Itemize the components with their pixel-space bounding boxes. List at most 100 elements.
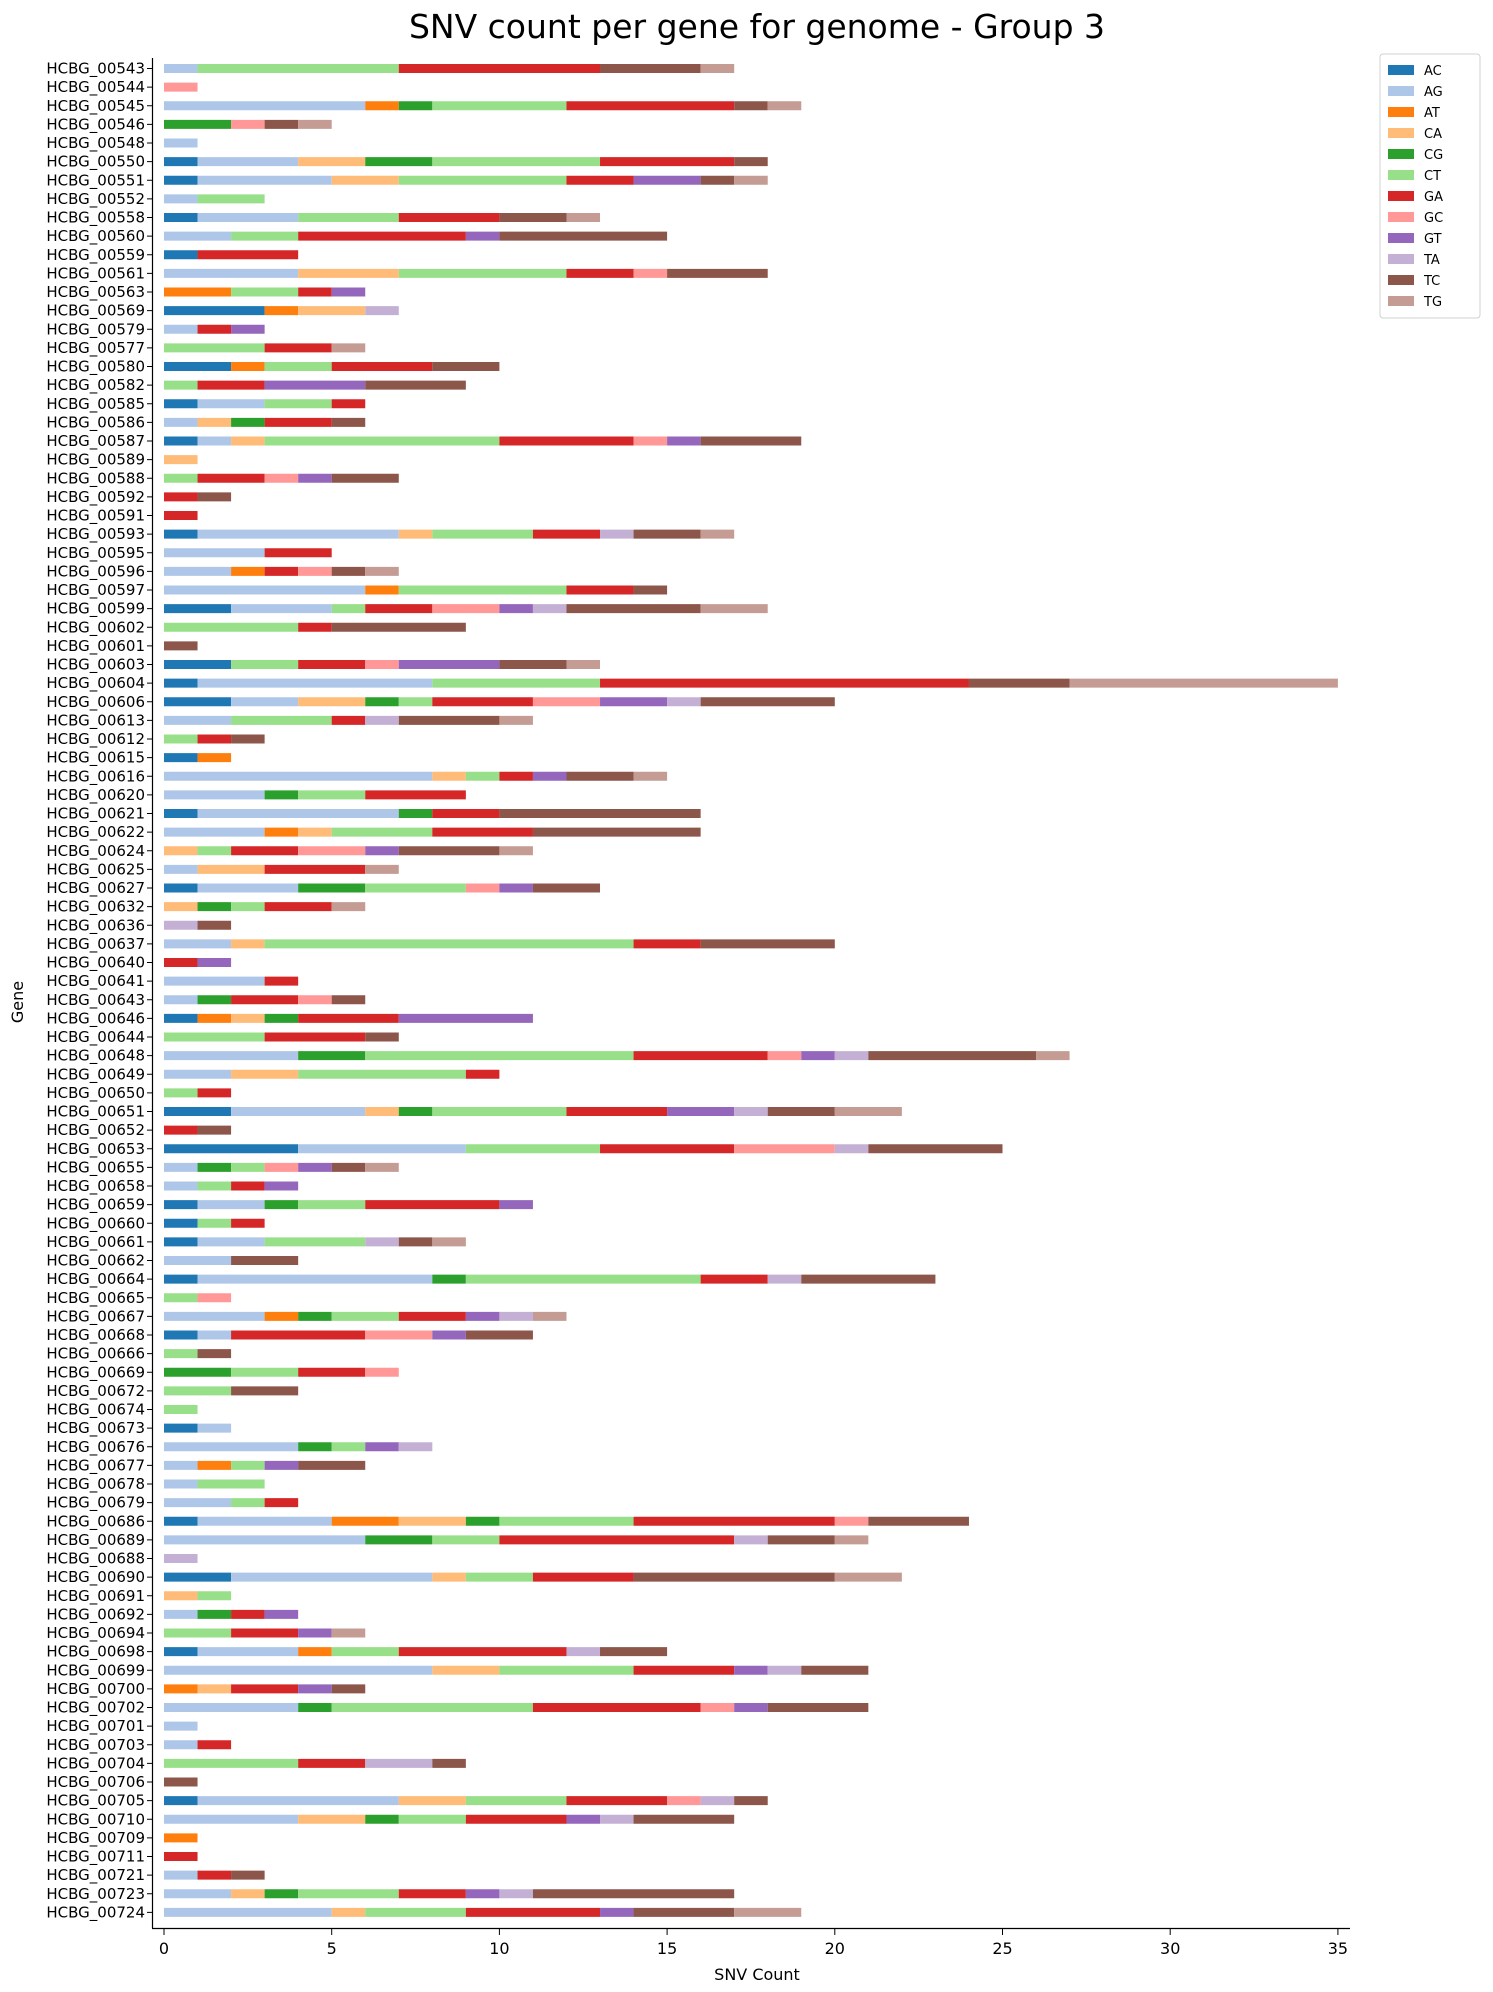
bar-segment-GT [298,1162,332,1172]
bar-segment-GA [298,1013,399,1023]
bar-segment-TG [365,864,399,874]
gene-tick-labels: HCBG_00543HCBG_00544HCBG_00545HCBG_00546… [46,60,152,1922]
gene-label: HCBG_00659 [46,1196,145,1215]
bar-segment-AC [164,604,232,614]
bar-segment-GC [264,1162,299,1172]
gene-label: HCBG_00678 [46,1475,145,1494]
bar-segment-GA [465,1069,500,1079]
bar-segment-AG [164,1814,299,1824]
legend-swatch-TG [1388,296,1414,306]
bar-segment-GT [667,1107,735,1116]
gene-label: HCBG_00637 [46,935,145,954]
bar-segment-TC [868,1144,1003,1154]
gene-label: HCBG_00673 [46,1419,145,1438]
bar-segment-GA [231,1218,265,1228]
bar-segment-TA [600,1814,634,1824]
bar-segment-GA [365,790,466,800]
bar-segment-AG [197,809,399,818]
bar-segment-GA [164,492,198,502]
bar-segment-CT [164,1088,198,1098]
bar-segment-GA [264,1498,299,1508]
bar-segment-GC [298,995,332,1005]
bar-segment-CT [432,101,567,111]
bar-segment-AC [164,1516,198,1526]
bar-segment-TC [264,119,299,129]
gene-label: HCBG_00593 [46,525,145,544]
bar-segment-AG [231,1572,433,1582]
bar-segment-AC [164,1144,299,1154]
bar-segment-GA [231,1684,299,1694]
bar-segment-GT [298,1684,332,1694]
legend-label-GA: GA [1424,190,1443,205]
bar-segment-GT [264,1460,299,1470]
x-tick-label: 15 [657,1939,677,1958]
bar-segment-GA [264,864,366,874]
bar-segment-CT [264,436,500,446]
x-tick-label: 20 [825,1939,845,1958]
legend-label-TG: TG [1423,295,1442,310]
bar-segment-CT [164,1628,232,1638]
legend-label-TA: TA [1423,253,1440,268]
bar-segment-TC [700,436,802,446]
bar-segment-AG [164,995,198,1005]
bar-segment-TG [767,101,802,111]
bar-segment-GA [197,734,232,744]
bar-segment-AG [197,399,265,409]
bar-segment-TC [365,1032,399,1042]
bar-segment-CT [231,1460,265,1470]
bar-segment-GC [432,604,500,614]
gene-label: HCBG_00546 [46,115,145,134]
bar-segment-AG [197,1237,265,1247]
bar-segment-AG [197,1796,399,1806]
bar-segment-TG [734,1907,802,1917]
bar-segment-GA [566,175,634,185]
bar-segment-TG [298,119,332,129]
bar-segment-AT [164,1684,198,1694]
bar-segment-GT [600,697,668,707]
gene-label: HCBG_00724 [46,1903,145,1922]
bar-segment-CT [197,194,265,204]
bar-segment-AT [298,1647,332,1657]
bar-segment-GC [633,436,668,446]
bar-segment-AG [164,1442,299,1452]
bar-segment-AG [231,604,332,614]
bar-segment-GA [231,846,299,856]
bar-segment-CT [398,585,567,595]
bar-segment-AG [164,939,232,949]
gene-label: HCBG_00655 [46,1158,145,1177]
bar-segment-TC [398,1237,433,1247]
bar-segment-AC [164,157,198,167]
gene-label: HCBG_00691 [46,1587,145,1606]
bar-segment-CT [164,622,299,632]
bar-segment-GA [499,1535,735,1545]
gene-label: HCBG_00703 [46,1736,145,1755]
gene-label: HCBG_00597 [46,581,145,600]
bar-segment-TC [734,101,768,111]
bar-segment-GC [365,1330,433,1340]
bar-segment-CG [197,995,232,1005]
gene-label: HCBG_00586 [46,413,145,432]
bar-segment-AG [164,1889,232,1899]
bar-segment-CT [164,1405,198,1414]
bar-segment-CG [365,1814,399,1824]
bar-segment-TC [499,809,701,818]
bar-segment-GA [331,715,366,725]
bar-segment-TG [331,1628,366,1638]
bar-segment-GC [834,1516,869,1526]
bar-segment-GA [365,1200,500,1210]
bar-segment-CA [432,771,466,781]
x-tick-label: 0 [159,1939,169,1958]
bar-segment-AG [164,1256,232,1265]
bar-segment-TA [532,604,567,614]
bar-segment-TC [365,380,466,390]
bar-segment-CA [398,529,433,539]
bar-segment-CG [298,1311,332,1321]
bar-segment-CT [331,604,366,614]
bar-segment-TG [834,1107,902,1116]
bar-segment-GA [365,604,433,614]
bar-segment-GT [231,324,265,334]
bar-segment-AC [164,1572,232,1582]
gene-label: HCBG_00551 [46,171,145,190]
bar-segment-GC [365,1367,399,1377]
bar-segment-TA [600,529,634,539]
